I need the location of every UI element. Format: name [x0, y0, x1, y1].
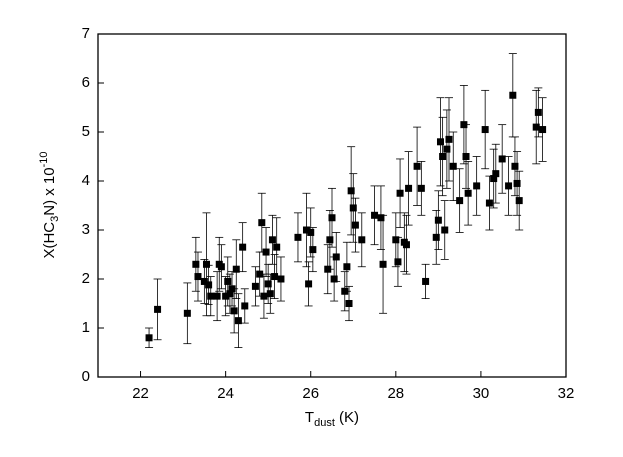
point [230, 307, 238, 315]
point [445, 135, 453, 143]
point [485, 199, 493, 207]
x-tick-label: 22 [132, 385, 149, 402]
point [443, 145, 451, 153]
x-tick-label: 28 [387, 385, 404, 402]
point [417, 184, 425, 192]
point [432, 233, 440, 241]
point [481, 126, 489, 134]
point [309, 246, 317, 254]
point [202, 260, 210, 268]
point [251, 282, 259, 290]
point [302, 226, 310, 234]
point [439, 153, 447, 160]
point [277, 275, 285, 283]
y-tick-label: 5 [82, 123, 90, 140]
point [394, 258, 402, 266]
point [266, 290, 274, 298]
point [343, 263, 351, 271]
point [268, 236, 276, 244]
point [513, 179, 521, 187]
point [217, 263, 225, 271]
point [192, 260, 200, 268]
point [305, 280, 313, 288]
point [505, 182, 513, 190]
point [509, 91, 517, 99]
point [330, 275, 338, 283]
point [239, 243, 247, 251]
point [200, 277, 208, 285]
point [213, 292, 221, 300]
point [307, 228, 315, 236]
x-tick-label: 30 [473, 385, 490, 402]
point [207, 292, 215, 300]
point [234, 317, 242, 325]
point [377, 214, 385, 222]
point [232, 265, 240, 273]
point [345, 300, 353, 307]
point [241, 302, 249, 310]
point [262, 248, 270, 256]
y-tick-label: 7 [82, 25, 90, 42]
point [473, 182, 481, 190]
point [256, 270, 264, 278]
point [260, 292, 268, 300]
point [405, 184, 413, 192]
x-tick-label: 24 [217, 385, 234, 402]
point [205, 281, 213, 289]
point [328, 214, 336, 222]
point [434, 216, 442, 224]
point [462, 153, 470, 160]
point [194, 273, 202, 281]
point [532, 123, 540, 131]
point [358, 236, 366, 244]
point [273, 243, 281, 251]
point [294, 233, 302, 241]
point [258, 219, 266, 227]
y-tick-label: 4 [82, 172, 90, 189]
point [436, 138, 444, 146]
point [371, 211, 379, 219]
x-tick-label: 32 [558, 385, 575, 402]
point [145, 334, 153, 342]
point [222, 292, 230, 300]
point [183, 309, 191, 317]
y-tick-label: 3 [82, 221, 90, 238]
point [402, 241, 410, 249]
point [456, 197, 464, 205]
point [464, 189, 472, 197]
point [392, 236, 400, 244]
point [154, 305, 162, 313]
point [511, 162, 519, 170]
point [490, 175, 498, 183]
y-axis-label: X(HC3N) x 10-10 [38, 151, 61, 258]
y-tick-label: 0 [82, 368, 90, 385]
point [498, 155, 506, 163]
point [224, 277, 232, 285]
point [226, 290, 234, 298]
plot-frame [97, 33, 567, 378]
point [441, 226, 449, 234]
point [349, 204, 357, 212]
y-tick-label: 1 [82, 319, 90, 336]
x-tick-label: 26 [302, 385, 319, 402]
point [539, 126, 547, 134]
point [347, 187, 355, 195]
point [515, 197, 523, 205]
point [534, 108, 542, 116]
x-axis-label: Tdust (K) [305, 409, 359, 429]
point [449, 162, 457, 170]
y-tick-label: 6 [82, 74, 90, 91]
point [332, 253, 340, 261]
point [326, 236, 334, 244]
point [413, 162, 421, 170]
point [379, 260, 387, 268]
point [351, 221, 359, 229]
point [422, 277, 430, 285]
y-tick-label: 2 [82, 270, 90, 287]
point [264, 280, 272, 288]
point [492, 170, 500, 178]
point [396, 189, 404, 197]
